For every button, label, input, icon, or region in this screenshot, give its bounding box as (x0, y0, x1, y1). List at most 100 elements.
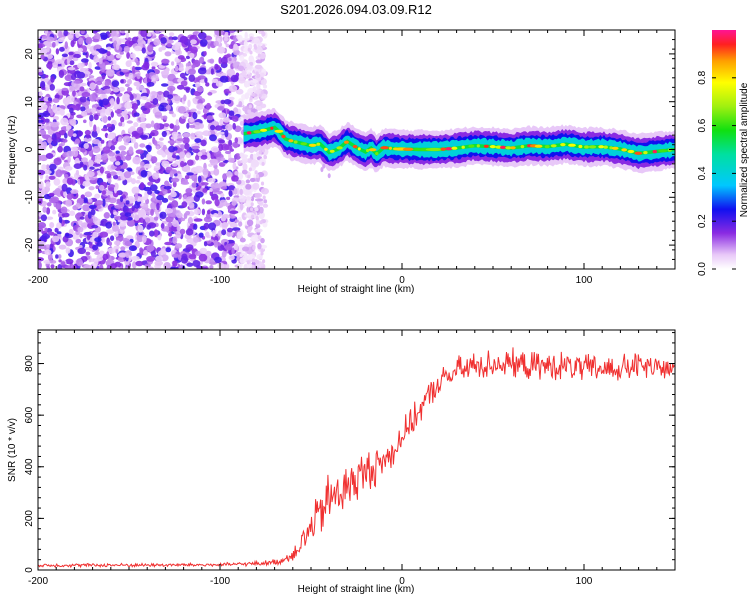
noise-speckle (92, 244, 99, 251)
noise-speckle (179, 160, 185, 168)
noise-speckle (80, 147, 86, 153)
noise-speckle (143, 163, 152, 169)
noise-speckle (66, 58, 70, 65)
noise-speckle (86, 171, 95, 178)
noise-speckle (210, 124, 216, 131)
noise-speckle (113, 211, 118, 216)
noise-speckle (52, 104, 58, 113)
noise-speckle (191, 145, 200, 150)
noise-speckle (136, 85, 145, 91)
noise-speckle (94, 193, 101, 199)
noise-speckle (184, 142, 190, 150)
noise-speckle (109, 98, 115, 105)
noise-speckle (182, 136, 190, 144)
ridge-peak (603, 145, 608, 149)
noise-speckle (189, 52, 195, 59)
noise-speckle (58, 259, 62, 263)
noise-speckle (233, 50, 240, 56)
noise-speckle (79, 216, 85, 220)
noise-speckle (159, 211, 167, 219)
noise-speckle (200, 154, 208, 160)
noise-speckle (73, 53, 81, 59)
noise-speckle (180, 217, 186, 222)
noise-speckle (157, 234, 162, 241)
noise-speckle (78, 37, 83, 45)
noise-speckle (115, 150, 120, 155)
noise-speckle (179, 228, 186, 235)
noise-speckle (127, 78, 132, 85)
ridge-peak (510, 146, 516, 150)
ridge-peak (568, 143, 576, 147)
noise-speckle (60, 206, 68, 214)
noise-speckle (51, 235, 60, 243)
noise-speckle (178, 67, 185, 72)
noise-speckle (238, 77, 246, 84)
noise-speckle (38, 261, 42, 269)
noise-speckle (66, 193, 74, 200)
noise-speckle (66, 177, 74, 185)
noise-speckle (41, 49, 48, 55)
y-tick-label: -10 (24, 190, 35, 205)
noise-speckle (80, 30, 85, 35)
noise-speckle (260, 103, 267, 109)
noise-speckle (193, 218, 203, 222)
noise-speckle (75, 31, 80, 39)
snr-plot (38, 347, 675, 569)
noise-speckle (228, 190, 233, 197)
noise-speckle (214, 125, 223, 131)
y-tick-label: 0 (24, 567, 35, 573)
noise-speckle (250, 159, 260, 168)
noise-speckle (160, 37, 167, 44)
noise-speckle (218, 139, 226, 144)
y-tick-label: 20 (24, 48, 35, 60)
noise-speckle (64, 74, 73, 82)
ridge-peak (402, 147, 414, 151)
ridge-peak (550, 144, 557, 148)
noise-speckle (60, 261, 66, 266)
noise-speckle (219, 75, 229, 83)
noise-speckle (205, 250, 212, 257)
noise-speckle (155, 255, 164, 262)
noise-speckle (101, 128, 109, 132)
noise-speckle (182, 132, 191, 138)
noise-speckle (140, 116, 145, 123)
noise-speckle (64, 41, 69, 50)
noise-speckle (89, 94, 97, 102)
noise-speckle (200, 39, 208, 47)
noise-speckle (235, 30, 243, 33)
noise-speckle (38, 119, 44, 123)
noise-speckle (108, 152, 115, 157)
noise-speckle (220, 193, 225, 198)
noise-speckle (112, 221, 116, 226)
noise-speckle (67, 34, 74, 39)
noise-speckle (254, 228, 263, 233)
noise-speckle (91, 107, 97, 114)
noise-speckle (79, 82, 87, 87)
noise-speckle (95, 85, 99, 92)
noise-speckle (172, 181, 177, 188)
noise-speckle (38, 90, 43, 98)
noise-speckle (170, 177, 180, 183)
noise-speckle (70, 146, 79, 151)
noise-speckle (72, 57, 79, 62)
noise-speckle (98, 48, 106, 54)
noise-speckle (144, 263, 151, 268)
noise-speckle (148, 142, 152, 146)
noise-speckle (244, 196, 252, 200)
noise-speckle (102, 198, 106, 207)
noise-speckle (203, 241, 208, 247)
noise-speckle (156, 149, 165, 156)
noise-speckle (69, 210, 76, 216)
ridge-peak (366, 148, 370, 153)
noise-speckle (220, 264, 229, 269)
noise-speckle (61, 87, 69, 91)
noise-speckle (254, 198, 264, 202)
noise-speckle (228, 57, 232, 62)
noise-speckle (166, 43, 172, 48)
noise-speckle (186, 122, 190, 129)
noise-speckle (208, 67, 212, 75)
noise-speckle (183, 194, 187, 200)
noise-speckle (248, 167, 252, 172)
noise-speckle (93, 124, 97, 132)
spectrogram-xlabel: Height of straight line (km) (298, 284, 415, 295)
